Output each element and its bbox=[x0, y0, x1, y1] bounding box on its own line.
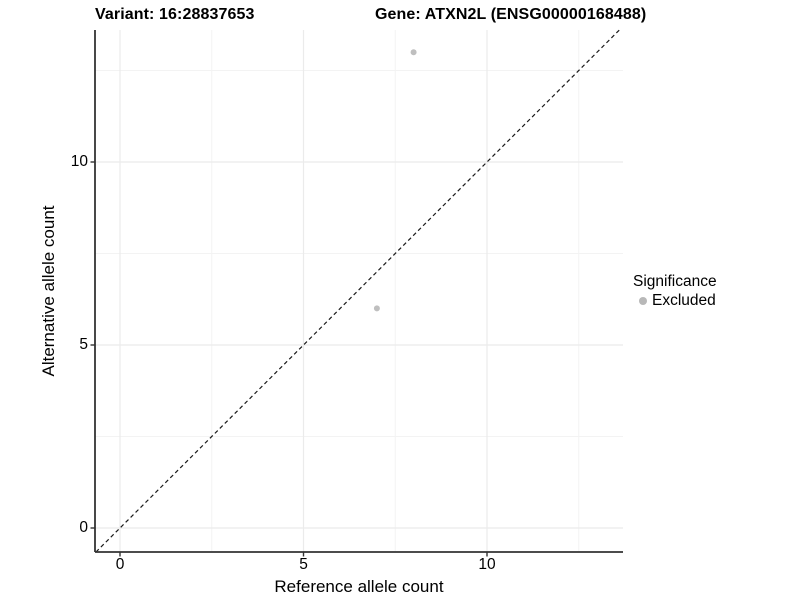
x-tick-label: 0 bbox=[115, 556, 125, 573]
y-tick-label: 5 bbox=[79, 336, 88, 353]
legend-entry-label: Excluded bbox=[652, 292, 716, 309]
y-tick-label: 0 bbox=[79, 519, 88, 536]
x-axis-title: Reference allele count bbox=[274, 577, 444, 596]
legend-entry-excluded: Excluded bbox=[633, 292, 717, 309]
plot-title-variant: Variant: 16:28837653 bbox=[95, 6, 255, 23]
data-point bbox=[373, 305, 380, 312]
x-tick-label: 10 bbox=[478, 556, 496, 573]
data-point bbox=[410, 49, 417, 56]
plot-title-gene: Gene: ATXN2L (ENSG00000168488) bbox=[375, 6, 647, 23]
legend: Significance Excluded bbox=[633, 273, 717, 309]
legend-point-icon bbox=[639, 296, 647, 305]
identity-abline bbox=[95, 29, 620, 553]
y-tick-label: 10 bbox=[70, 153, 88, 170]
legend-title: Significance bbox=[633, 273, 717, 290]
x-tick-label: 5 bbox=[299, 556, 308, 573]
